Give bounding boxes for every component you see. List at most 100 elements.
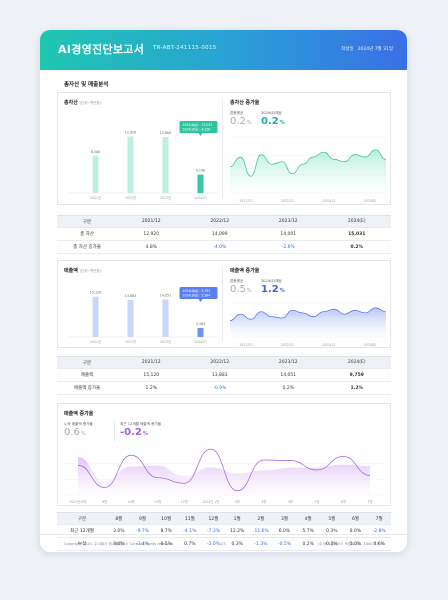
sales-title: 매출액 (단위: 백만원) (64, 267, 101, 274)
table-cell: 0.2% (350, 244, 363, 250)
table-row: 총 자산 12,920 14,099 14,001 15,031 (57, 228, 391, 241)
table-header-cell: 2023/12 (278, 360, 298, 365)
table-cell: 매출액 증가율 (73, 386, 101, 391)
percent-sign: % (142, 431, 148, 437)
sales-growth-title: 매출액 증가율 (230, 268, 260, 274)
table-header-cell: 8월 (115, 516, 123, 522)
monthly-title: 매출액 증가율 (64, 411, 94, 417)
table-cell: 8.0% (349, 528, 362, 534)
table-header-cell: 2022/12 (210, 219, 230, 224)
percent-sign: % (246, 288, 252, 294)
table-cell: 15,031 (348, 231, 366, 237)
report-page: AI경영진단보고서 TR-ABT-241115-0015 작성일 2024년 7월… (40, 30, 407, 552)
table-header-cell: 12월 (208, 516, 219, 522)
x-tick-label: 2021년 (90, 339, 101, 344)
table-header-row: 구분 2021/12 2022/12 2023/12 2024(E) (57, 356, 391, 369)
table-cell: -11.6% (252, 528, 269, 534)
date-value: 2024년 7월 31일 (357, 47, 393, 52)
series-line (229, 307, 387, 321)
x-tick-label: 2024(E) (194, 196, 207, 200)
x-tick-label: 2022년 (125, 339, 136, 344)
bar (162, 137, 169, 193)
sales-table: 구분 2021/12 2022/12 2023/12 2024(E) 매출액 15,120 1… (57, 356, 391, 396)
x-tick-label: 2024(E) (194, 340, 207, 344)
table-cell: 12,920 (143, 231, 160, 237)
cum-value: 0.6% (64, 427, 86, 438)
assets-growth-title: 총자산 증가율 (230, 100, 260, 106)
table-cell: -4.0% (213, 244, 227, 250)
stat-divider (114, 422, 115, 442)
percent-sign: % (246, 120, 252, 126)
table-row: 매출액 증가율 1.2% -0.9% 0.2% 1.2% (57, 382, 391, 395)
x-tick-label: 2021/12 (239, 343, 252, 347)
footer-contact: (주)워크플레이스 프론트 TEL 1800-8700 (317, 542, 383, 546)
recent-series-line (77, 448, 371, 492)
sales-unit: (단위: 백만원) (79, 269, 101, 273)
bar-value-label: 8,500 (91, 150, 100, 154)
cum-number: 0.6 (64, 427, 80, 438)
table-header-cell: 4월 (304, 516, 312, 522)
bar (92, 296, 99, 337)
report-date: 작성일 2024년 7월 31일 (337, 46, 393, 52)
tooltip-text: 2024(예상) : 9,759 (183, 288, 211, 293)
sales-title-text: 매출액 (64, 268, 78, 274)
bar-value-label: 3,384 (196, 322, 205, 326)
x-tick-label: 10월 (128, 499, 135, 504)
tooltip-text: 2024(전년) : 3,384 (183, 293, 211, 298)
report-footer: Copyright 2024. 주식회사 워크플레이스 Corp. All ri… (40, 534, 407, 552)
panel-divider (222, 267, 223, 341)
table-header-cell: 10월 (161, 516, 172, 522)
area-fill (230, 149, 386, 193)
bar-value-label: 12,920 (125, 130, 137, 134)
bar (162, 299, 169, 337)
x-tick-label: 2022년 (125, 195, 136, 200)
table-cell: 9,759 (349, 372, 364, 378)
x-tick-label: 2024년 1월 (202, 499, 219, 504)
sales-growth-chart: 2021/12 2022/12 2023/12 2024(E) (229, 302, 387, 347)
table-header-cell: 2021/12 (141, 360, 161, 365)
x-tick-label: 2023년 (160, 195, 171, 200)
x-tick-label: 2021년 (90, 195, 101, 200)
table-cell: -0.5% (277, 541, 292, 547)
report-header: AI경영진단보고서 TR-ABT-241115-0015 작성일 2024년 7월… (40, 30, 407, 70)
table-cell: -3.4% (135, 541, 150, 547)
recent-value: -0.2% (120, 427, 148, 438)
assets-table: 구분 2021/12 2022/12 2023/12 2024(E) 총 자산 12,920… (57, 215, 391, 257)
table-header-cell: 2021/12 (141, 219, 161, 224)
assets-avg-number: 0.2 (230, 116, 246, 127)
assets-unit: (단위: 백만원) (79, 101, 101, 105)
table-header-cell: 2023/12 (278, 219, 298, 224)
table-cell: -1.3% (254, 541, 268, 547)
x-tick-label: 12월 (181, 499, 188, 504)
table-cell: 6.0% (278, 528, 291, 534)
assets-title-text: 총자산 (64, 100, 78, 106)
bar (127, 299, 134, 337)
table-cell: 1.2% (350, 385, 363, 391)
percent-sign: % (279, 288, 285, 294)
table-header-cell: 2월 (257, 516, 265, 522)
bar-value-label: 12,800 (160, 131, 172, 135)
x-tick-label: 2024(E) (364, 343, 377, 347)
sales-forecast-label: 2024(E)예상 (261, 279, 282, 283)
x-tick-label: 3월 (261, 499, 266, 504)
cum-label: 누적 매출액 증가율 (64, 422, 93, 426)
percent-sign: % (80, 431, 86, 437)
bar (127, 136, 134, 193)
x-tick-label: 6월 (341, 499, 346, 504)
table-cell: 0.6% (373, 541, 385, 547)
table-row: 최근 12개월 3.0% -9.7% 8.7% -4.1% -7.3% 12.2% -11.6… (57, 525, 391, 538)
x-tick-label: 2022/12 (281, 199, 294, 203)
x-tick-label: 4월 (288, 499, 293, 504)
bar-value-label: 15,120 (90, 291, 102, 295)
table-header-cell: 구분 (77, 516, 87, 522)
table-cell: 0.2% (302, 541, 314, 547)
sales-forecast-value: 1.2% (261, 284, 285, 295)
report-code: TR-ABT-241115-0015 (153, 45, 217, 51)
table-row: 총 자산 증가율 4.8% -4.0% -2.6% 0.2% (57, 241, 391, 254)
bar (197, 327, 204, 337)
table-cell: -4.1% (183, 528, 197, 534)
bar (197, 174, 204, 193)
tooltip-pointer (198, 133, 203, 136)
table-header-cell: 7월 (375, 516, 383, 522)
assets-avg-label: 업종평균 (230, 111, 244, 115)
